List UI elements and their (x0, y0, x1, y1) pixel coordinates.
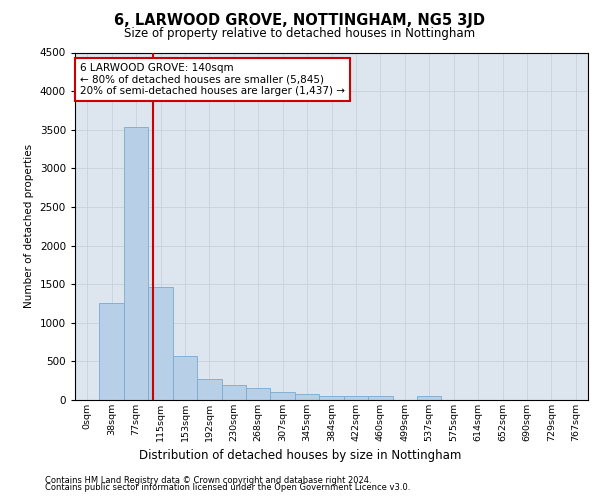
Bar (100, 304, 124, 400)
Text: Contains HM Land Registry data © Crown copyright and database right 2024.: Contains HM Land Registry data © Crown c… (45, 476, 371, 485)
Bar (417, 396, 442, 400)
Y-axis label: Number of detached properties: Number of detached properties (24, 144, 34, 308)
Bar (344, 396, 368, 400)
Bar (197, 379, 221, 400)
Bar (246, 388, 271, 400)
Bar (173, 356, 197, 400)
Bar (368, 396, 392, 400)
Bar (221, 384, 246, 400)
Bar (124, 128, 148, 400)
Text: Contains public sector information licensed under the Open Government Licence v3: Contains public sector information licen… (45, 484, 410, 492)
Bar (271, 392, 295, 400)
Text: Size of property relative to detached houses in Nottingham: Size of property relative to detached ho… (124, 28, 476, 40)
Bar (148, 288, 173, 400)
Text: 6 LARWOOD GROVE: 140sqm
← 80% of detached houses are smaller (5,845)
20% of semi: 6 LARWOOD GROVE: 140sqm ← 80% of detache… (80, 63, 345, 96)
Bar (295, 394, 319, 400)
Bar (319, 396, 344, 400)
Text: Distribution of detached houses by size in Nottingham: Distribution of detached houses by size … (139, 450, 461, 462)
Text: 6, LARWOOD GROVE, NOTTINGHAM, NG5 3JD: 6, LARWOOD GROVE, NOTTINGHAM, NG5 3JD (115, 13, 485, 28)
